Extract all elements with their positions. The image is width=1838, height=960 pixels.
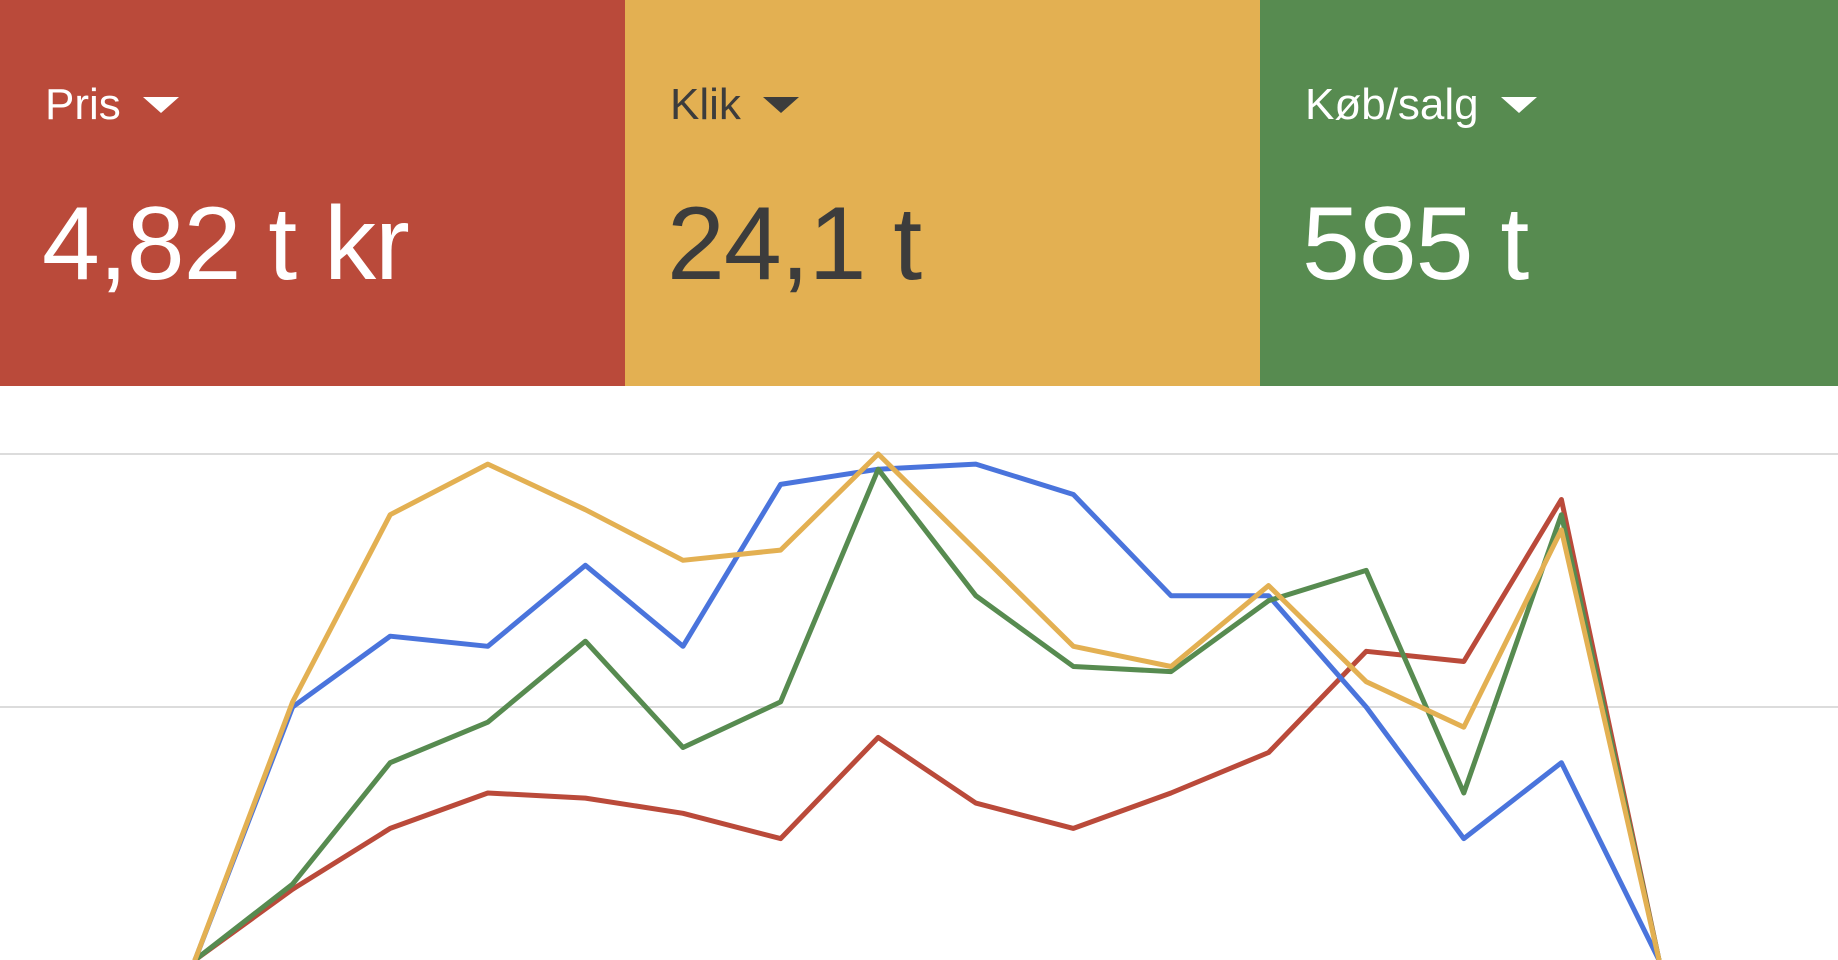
metric-card-pris[interactable]: Pris 4,82 t kr (0, 0, 625, 386)
series-line-0 (192, 497, 1662, 960)
metric-card-kob-salg[interactable]: Køb/salg 585 t (1260, 0, 1838, 386)
dropdown-caret-icon[interactable] (142, 97, 179, 113)
series-line-2 (192, 466, 1662, 960)
metric-cards: Pris 4,82 t kr Klik 24,1 t Køb/salg 585 … (0, 0, 1838, 386)
metric-label: Pris (45, 80, 121, 129)
metric-value: 4,82 t kr (42, 186, 410, 302)
metric-label: Køb/salg (1305, 80, 1479, 129)
metric-selector-kob-salg[interactable]: Køb/salg (1305, 80, 1537, 130)
metric-card-klik[interactable]: Klik 24,1 t (625, 0, 1260, 386)
metric-value: 24,1 t (667, 186, 922, 302)
metric-value: 585 t (1302, 186, 1529, 302)
series-line-1 (192, 461, 1662, 960)
dropdown-caret-icon[interactable] (762, 97, 799, 113)
line-chart (0, 386, 1838, 960)
metric-label: Klik (670, 80, 741, 129)
dropdown-caret-icon[interactable] (1500, 97, 1537, 113)
series-line-3 (192, 451, 1662, 960)
line-chart-svg (0, 451, 1838, 960)
metric-selector-pris[interactable]: Pris (45, 80, 179, 130)
gridlines (0, 453, 1838, 708)
metric-selector-klik[interactable]: Klik (670, 80, 799, 130)
